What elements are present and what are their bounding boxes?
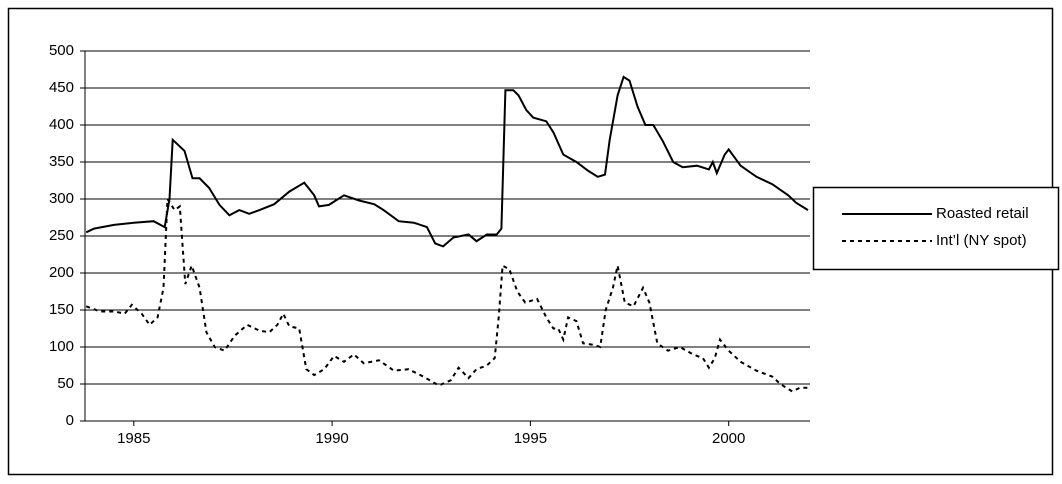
legend-box bbox=[812, 186, 1060, 271]
y-tick-label: 250 bbox=[49, 227, 74, 244]
y-tick-label: 150 bbox=[49, 301, 74, 318]
y-tick-label: 500 bbox=[49, 42, 74, 59]
x-tick-label: 2000 bbox=[712, 430, 745, 447]
legend-label: Int’l (NY spot) bbox=[936, 232, 1027, 249]
y-tick-label: 400 bbox=[49, 116, 74, 133]
y-tick-label: 350 bbox=[49, 153, 74, 170]
y-tick-label: 200 bbox=[49, 264, 74, 281]
y-tick-label: 300 bbox=[49, 190, 74, 207]
series-line bbox=[85, 195, 808, 393]
x-tick-label: 1990 bbox=[315, 430, 348, 447]
y-tick-label: 100 bbox=[49, 338, 74, 355]
series-line bbox=[85, 75, 809, 248]
x-tick-label: 1995 bbox=[514, 430, 547, 447]
y-tick-label: 50 bbox=[57, 375, 74, 392]
y-tick-label: 450 bbox=[49, 79, 74, 96]
x-tick-label: 1985 bbox=[117, 430, 150, 447]
legend-label: Roasted retail bbox=[936, 205, 1029, 222]
y-tick-label: 0 bbox=[66, 412, 74, 429]
